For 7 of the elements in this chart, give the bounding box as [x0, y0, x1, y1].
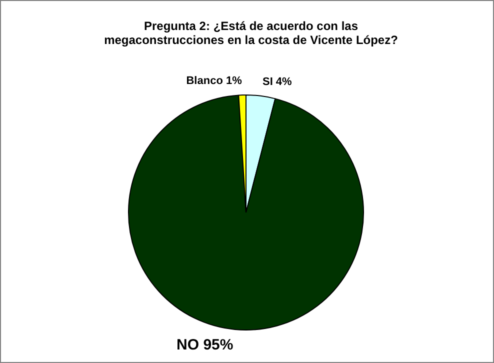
slice-label: SI: [262, 76, 273, 88]
chart-title: Pregunta 2: ¿Está de acuerdo con las megaconstrucciones en la costa de Vicente López?: [103, 19, 399, 47]
data-label: 4%: [276, 76, 292, 88]
slice-label: NO: [176, 336, 200, 354]
slice-label: Blanco: [186, 75, 224, 88]
data-label: 95%: [203, 336, 234, 354]
data-label: 1%: [226, 75, 242, 88]
